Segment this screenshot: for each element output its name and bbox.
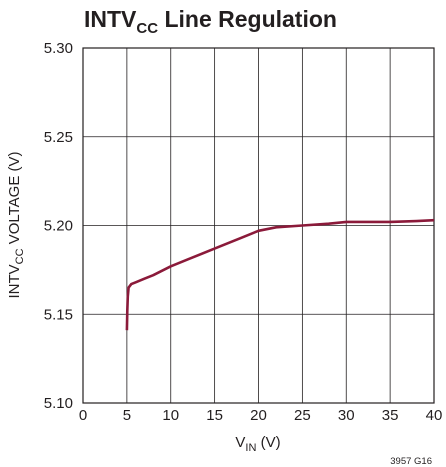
series-line [125,218,435,331]
series-group [125,218,435,331]
y-tick-labels: 5.10 5.15 5.20 5.25 5.30 [44,40,73,412]
x-tick-labels: 0 5 10 15 20 25 30 35 40 [79,407,443,424]
y-axis-label: INTVCC VOLTAGE (V) [6,151,26,298]
chart-title: INTVCC Line Regulation [84,6,337,37]
chart-title-sub: CC [136,20,158,37]
grid [83,48,434,403]
y-tick-label: 5.15 [44,306,73,323]
y-tick-label: 5.25 [44,129,73,146]
y-axis-label-sub: CC [14,248,26,264]
y-tick-label: 5.20 [44,218,73,235]
x-tick-label: 0 [79,407,87,424]
chart-title-rest: Line Regulation [158,6,337,32]
figure-note: 3957 G16 [390,456,432,467]
x-tick-label: 40 [426,407,443,424]
plot-frame [82,47,435,404]
y-axis-label-rest: VOLTAGE (V) [6,151,23,248]
y-tick-label: 5.30 [44,40,73,57]
x-tick-label: 5 [123,407,131,424]
x-tick-label: 15 [206,407,223,424]
x-tick-label: 30 [338,407,355,424]
x-tick-label: 10 [162,407,179,424]
x-tick-label: 35 [382,407,399,424]
x-tick-label: 25 [294,407,311,424]
y-tick-label: 5.10 [44,395,73,412]
chart-title-main: INTV [84,6,137,32]
x-axis-label-main: V [235,434,245,451]
x-tick-label: 20 [250,407,267,424]
x-axis-label-rest: (V) [256,434,280,451]
x-axis-label: VIN (V) [235,434,280,454]
x-axis-label-sub: IN [245,442,256,454]
y-axis-label-main: INTV [6,264,23,298]
